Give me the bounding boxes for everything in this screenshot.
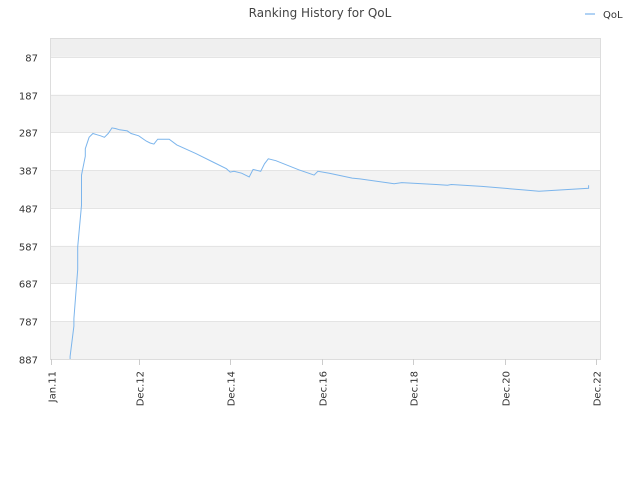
y-tick-label: 387 bbox=[19, 167, 38, 178]
x-tick-label: Dec.14 bbox=[227, 371, 238, 406]
x-tick-label: Jan.11 bbox=[48, 371, 59, 403]
plot-band bbox=[51, 283, 600, 322]
y-tick-label: 687 bbox=[19, 280, 38, 291]
y-tick-label: 87 bbox=[25, 54, 38, 65]
legend-label: QoL bbox=[603, 10, 623, 21]
plot-band bbox=[51, 38, 600, 57]
y-tick-label: 187 bbox=[19, 92, 38, 103]
series-line-qol bbox=[69, 127, 590, 359]
y-tick-label: 787 bbox=[19, 318, 38, 329]
chart-title: Ranking History for QoL bbox=[249, 6, 392, 20]
y-axis-ticks: 87 187 287 387 487 587 687 787 887 bbox=[19, 54, 38, 367]
plot-band bbox=[51, 207, 600, 246]
plot-band bbox=[51, 56, 600, 95]
y-tick-label: 887 bbox=[19, 356, 38, 367]
plot-bands bbox=[51, 38, 600, 359]
y-tick-label: 487 bbox=[19, 205, 38, 216]
x-tick-label: Dec.18 bbox=[410, 371, 421, 406]
plot-band bbox=[51, 245, 600, 284]
x-tick-label: Dec.22 bbox=[593, 371, 604, 406]
plot-band bbox=[51, 94, 600, 133]
y-tick-label: 287 bbox=[19, 129, 38, 140]
plot-border bbox=[50, 38, 601, 360]
x-tick-label: Dec.16 bbox=[319, 371, 330, 406]
plot-band bbox=[51, 132, 600, 171]
legend: QoL bbox=[585, 10, 623, 21]
plot-band bbox=[51, 321, 600, 359]
y-tick-label: 587 bbox=[19, 243, 38, 254]
x-tick-label: Dec.12 bbox=[136, 371, 147, 406]
x-tick-label: Dec.20 bbox=[502, 371, 513, 406]
x-axis-ticks: Jan.11 Dec.12 Dec.14 Dec.16 Dec.18 Dec.20 Dec.… bbox=[48, 359, 604, 406]
